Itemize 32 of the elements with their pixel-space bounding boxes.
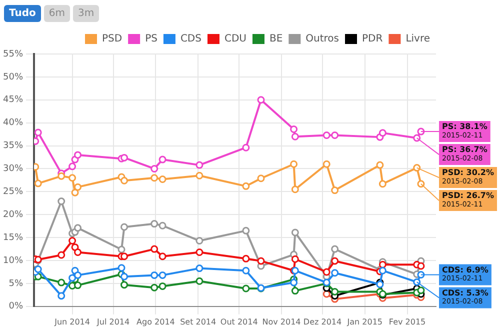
y-tick-label: 30% (2, 164, 24, 174)
text: 3m (72, 4, 100, 22)
y-tick-label: 35% (2, 141, 24, 152)
y-tick-label: 15% (2, 232, 24, 243)
legend-label: BE (269, 34, 283, 45)
y-tick-label: 20% (2, 210, 24, 220)
legend-label: PS (145, 34, 158, 45)
x-tick-label: Dez 2014 (303, 317, 342, 326)
x-tick-label: Jan 2015 (346, 317, 383, 326)
x-tick-label: Fev 2015 (388, 317, 426, 326)
y-tick-label: 0% (8, 302, 24, 312)
x-tick-label: Out 2014 (220, 317, 258, 326)
legend-label: CDU (224, 34, 246, 45)
text: 6m (44, 4, 70, 22)
y-tick-label: 50% (2, 72, 24, 82)
legend-label: PSD (102, 34, 122, 45)
legend-label: Livre (406, 34, 430, 45)
y-tick-label: 45% (2, 95, 24, 106)
y-tick-label: 5% (8, 278, 24, 289)
y-tick-label: 10% (2, 256, 24, 266)
legend-label: Outros (306, 34, 340, 45)
text: Tudo (4, 4, 41, 22)
x-tick-label: Jul 2014 (96, 317, 130, 326)
x-tick-label: Set 2014 (180, 317, 216, 326)
x-tick-label: Nov 2014 (262, 317, 301, 326)
legend-label: CDS (180, 34, 202, 45)
legend-label: PDR (362, 34, 383, 45)
y-tick-label: 25% (2, 187, 24, 198)
x-tick-label: Ago 2014 (136, 317, 175, 326)
x-tick-label: Jun 2014 (54, 317, 90, 326)
y-tick-label: 40% (2, 118, 24, 128)
y-tick-label: 55% (2, 49, 24, 60)
